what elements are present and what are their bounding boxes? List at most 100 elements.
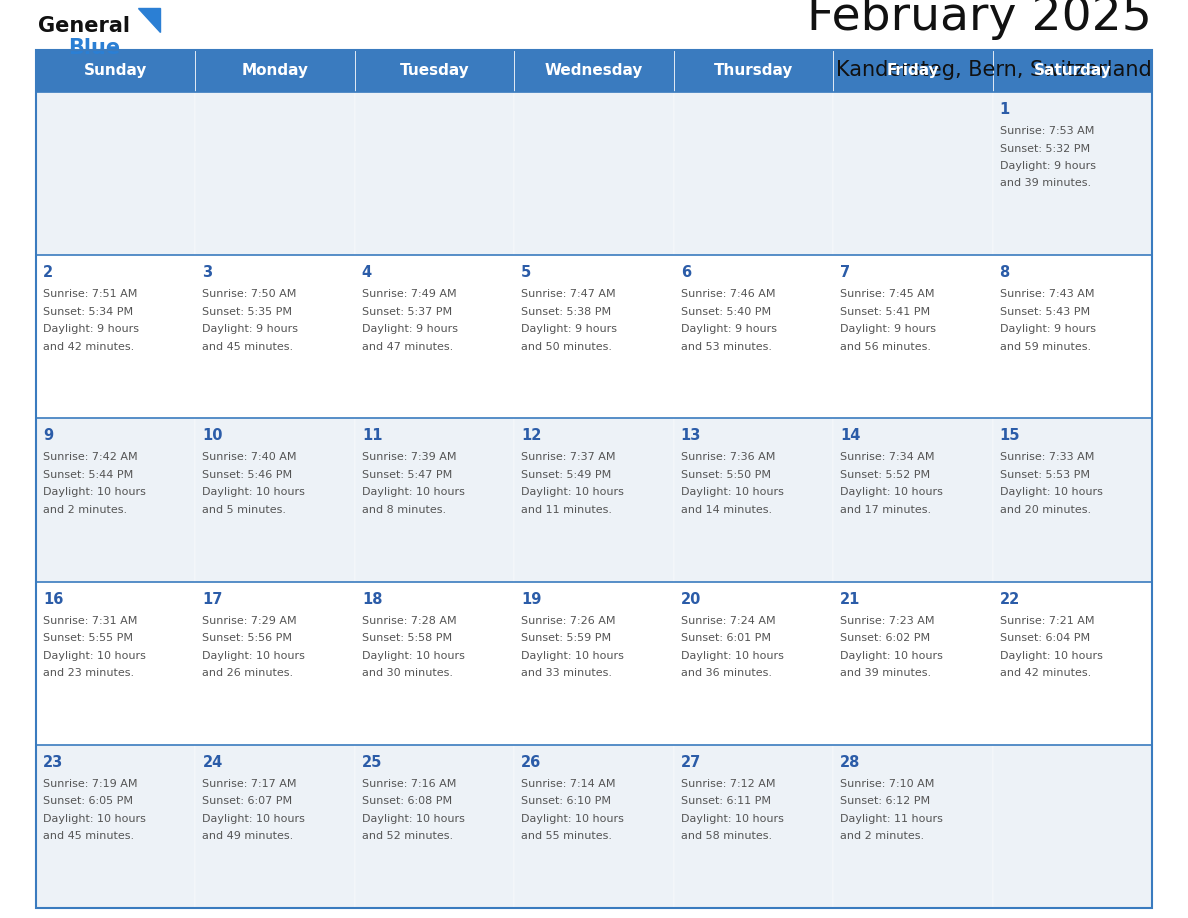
Text: Daylight: 10 hours: Daylight: 10 hours — [999, 651, 1102, 661]
Bar — [514, 255, 674, 419]
Text: Daylight: 10 hours: Daylight: 10 hours — [840, 651, 943, 661]
Text: Daylight: 10 hours: Daylight: 10 hours — [202, 651, 305, 661]
Text: Daylight: 9 hours: Daylight: 9 hours — [999, 324, 1095, 334]
Text: Daylight: 10 hours: Daylight: 10 hours — [522, 487, 624, 498]
Text: Sunset: 5:52 PM: Sunset: 5:52 PM — [840, 470, 930, 480]
Bar — [833, 50, 992, 92]
Bar — [36, 50, 196, 92]
Text: Sunset: 5:35 PM: Sunset: 5:35 PM — [202, 307, 292, 317]
Text: Saturday: Saturday — [1034, 63, 1111, 79]
Text: Sunset: 6:04 PM: Sunset: 6:04 PM — [999, 633, 1089, 644]
Text: Friday: Friday — [886, 63, 940, 79]
Text: 20: 20 — [681, 591, 701, 607]
Text: 5: 5 — [522, 265, 531, 280]
Text: and 50 minutes.: and 50 minutes. — [522, 341, 612, 352]
Text: Daylight: 10 hours: Daylight: 10 hours — [362, 813, 465, 823]
Text: Sunrise: 7:10 AM: Sunrise: 7:10 AM — [840, 778, 935, 789]
Text: and 55 minutes.: and 55 minutes. — [522, 832, 612, 841]
Text: Sunset: 5:40 PM: Sunset: 5:40 PM — [681, 307, 771, 317]
Text: and 39 minutes.: and 39 minutes. — [999, 178, 1091, 188]
Bar — [514, 582, 674, 744]
Text: and 8 minutes.: and 8 minutes. — [362, 505, 446, 515]
Text: 6: 6 — [681, 265, 691, 280]
Text: Sunset: 5:34 PM: Sunset: 5:34 PM — [43, 307, 133, 317]
Text: Sunrise: 7:45 AM: Sunrise: 7:45 AM — [840, 289, 935, 299]
Text: and 45 minutes.: and 45 minutes. — [43, 832, 134, 841]
Bar — [833, 744, 992, 908]
Text: Daylight: 10 hours: Daylight: 10 hours — [840, 487, 943, 498]
Text: Sunrise: 7:49 AM: Sunrise: 7:49 AM — [362, 289, 456, 299]
Text: Sunset: 5:59 PM: Sunset: 5:59 PM — [522, 633, 612, 644]
Text: Sunrise: 7:34 AM: Sunrise: 7:34 AM — [840, 453, 935, 463]
Text: February 2025: February 2025 — [807, 0, 1152, 40]
Text: 7: 7 — [840, 265, 851, 280]
Text: Sunrise: 7:28 AM: Sunrise: 7:28 AM — [362, 616, 456, 625]
Text: Sunset: 5:49 PM: Sunset: 5:49 PM — [522, 470, 612, 480]
Text: Sunset: 5:55 PM: Sunset: 5:55 PM — [43, 633, 133, 644]
Text: and 5 minutes.: and 5 minutes. — [202, 505, 286, 515]
Text: 10: 10 — [202, 429, 223, 443]
Text: and 23 minutes.: and 23 minutes. — [43, 668, 134, 678]
Bar — [674, 255, 833, 419]
Bar — [833, 419, 992, 582]
Text: Sunrise: 7:33 AM: Sunrise: 7:33 AM — [999, 453, 1094, 463]
Text: Sunrise: 7:50 AM: Sunrise: 7:50 AM — [202, 289, 297, 299]
Bar — [36, 419, 196, 582]
Text: 12: 12 — [522, 429, 542, 443]
Bar — [36, 582, 196, 744]
Text: 16: 16 — [43, 591, 63, 607]
Bar — [196, 744, 355, 908]
Text: Sunset: 5:44 PM: Sunset: 5:44 PM — [43, 470, 133, 480]
Text: 28: 28 — [840, 755, 860, 770]
Text: 11: 11 — [362, 429, 383, 443]
Text: Sunrise: 7:26 AM: Sunrise: 7:26 AM — [522, 616, 615, 625]
Text: Daylight: 10 hours: Daylight: 10 hours — [202, 813, 305, 823]
Text: and 20 minutes.: and 20 minutes. — [999, 505, 1091, 515]
Text: Sunrise: 7:43 AM: Sunrise: 7:43 AM — [999, 289, 1094, 299]
Text: 25: 25 — [362, 755, 383, 770]
Text: 23: 23 — [43, 755, 63, 770]
Bar — [992, 582, 1152, 744]
Text: 17: 17 — [202, 591, 223, 607]
Text: Daylight: 9 hours: Daylight: 9 hours — [681, 324, 777, 334]
Text: Sunset: 5:47 PM: Sunset: 5:47 PM — [362, 470, 453, 480]
Text: Daylight: 9 hours: Daylight: 9 hours — [43, 324, 139, 334]
Text: and 49 minutes.: and 49 minutes. — [202, 832, 293, 841]
Bar — [833, 582, 992, 744]
Text: and 11 minutes.: and 11 minutes. — [522, 505, 612, 515]
Text: Daylight: 10 hours: Daylight: 10 hours — [681, 487, 784, 498]
Text: Daylight: 10 hours: Daylight: 10 hours — [362, 651, 465, 661]
Text: Daylight: 9 hours: Daylight: 9 hours — [202, 324, 298, 334]
Text: Sunrise: 7:42 AM: Sunrise: 7:42 AM — [43, 453, 138, 463]
Text: Sunrise: 7:31 AM: Sunrise: 7:31 AM — [43, 616, 138, 625]
Text: Sunrise: 7:39 AM: Sunrise: 7:39 AM — [362, 453, 456, 463]
Text: Daylight: 9 hours: Daylight: 9 hours — [362, 324, 457, 334]
Bar — [514, 419, 674, 582]
Text: Daylight: 10 hours: Daylight: 10 hours — [681, 813, 784, 823]
Text: 22: 22 — [999, 591, 1019, 607]
Text: 4: 4 — [362, 265, 372, 280]
Text: Sunset: 6:08 PM: Sunset: 6:08 PM — [362, 796, 451, 806]
Bar — [992, 50, 1152, 92]
Text: Sunrise: 7:24 AM: Sunrise: 7:24 AM — [681, 616, 776, 625]
Text: Sunset: 6:05 PM: Sunset: 6:05 PM — [43, 796, 133, 806]
Text: Sunset: 6:10 PM: Sunset: 6:10 PM — [522, 796, 612, 806]
Text: Daylight: 10 hours: Daylight: 10 hours — [999, 487, 1102, 498]
Bar — [355, 582, 514, 744]
Text: Daylight: 9 hours: Daylight: 9 hours — [840, 324, 936, 334]
Bar — [355, 744, 514, 908]
Text: Sunset: 5:58 PM: Sunset: 5:58 PM — [362, 633, 451, 644]
Text: 27: 27 — [681, 755, 701, 770]
Text: 19: 19 — [522, 591, 542, 607]
Text: Daylight: 10 hours: Daylight: 10 hours — [362, 487, 465, 498]
Text: Sunset: 5:56 PM: Sunset: 5:56 PM — [202, 633, 292, 644]
Text: Sunrise: 7:19 AM: Sunrise: 7:19 AM — [43, 778, 138, 789]
Bar — [514, 92, 674, 255]
Bar — [992, 92, 1152, 255]
Text: 26: 26 — [522, 755, 542, 770]
Text: Daylight: 10 hours: Daylight: 10 hours — [43, 651, 146, 661]
Text: Sunrise: 7:47 AM: Sunrise: 7:47 AM — [522, 289, 615, 299]
Text: 14: 14 — [840, 429, 860, 443]
Text: Kandersteg, Bern, Switzerland: Kandersteg, Bern, Switzerland — [836, 60, 1152, 80]
Bar — [674, 744, 833, 908]
